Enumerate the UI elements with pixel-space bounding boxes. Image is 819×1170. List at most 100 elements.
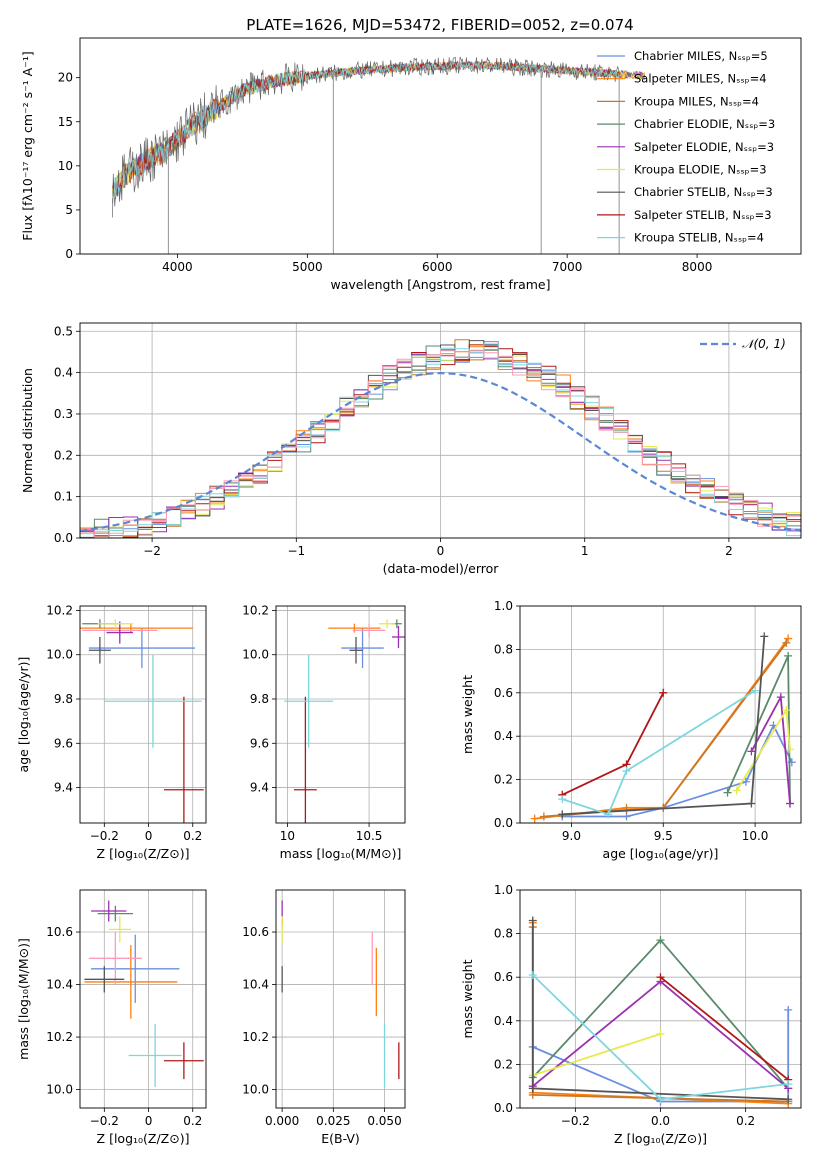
weight-point-marker	[622, 766, 631, 775]
weight-point-marker	[656, 973, 665, 982]
x-tick-label: 2	[725, 544, 733, 558]
normal-reference-curve	[80, 371, 801, 532]
x-tick-label: 0.2	[183, 1114, 202, 1128]
y-axis-label: Flux [fλ10⁻¹⁷ erg cm⁻² s⁻¹ A⁻¹]	[20, 51, 35, 240]
axes-frame	[519, 889, 802, 1109]
x-tick-label: 10.0	[742, 829, 769, 843]
x-tick-label: 8000	[682, 260, 713, 274]
y-axis-label: mass weight	[460, 959, 475, 1038]
y-tick-label: 0.2	[494, 773, 513, 787]
weight-series-line	[532, 1033, 661, 1077]
weight-series-line	[534, 637, 789, 820]
y-tick-label: 9.6	[54, 736, 73, 750]
x-axis-label: E(B-V)	[321, 1131, 360, 1146]
weight-point-marker	[530, 814, 539, 823]
weight-point-marker	[751, 686, 760, 695]
x-tick-label: 6000	[422, 260, 453, 274]
weight-vs-age-panel: 9.0 9.5 10.0 0.0 0.2 0.4 0.6 0.8 1.0 age [log₁₀(a…	[460, 599, 802, 861]
y-tick-label: 0.4	[494, 1014, 513, 1028]
x-axis-label: Z [log₁₀(Z/Z⊙)]	[614, 1131, 707, 1146]
weight-series-line	[735, 707, 791, 791]
y-tick-label: 9.4	[54, 781, 73, 795]
weight-point-marker	[659, 688, 668, 697]
y-tick-label: 0.0	[494, 1101, 513, 1115]
x-tick-label: −0.2	[90, 829, 119, 843]
mass-vs-extinction-panel: 0.000 0.025 0.050 10.0 10.2 10.4 10.6 E(B-V)	[242, 889, 406, 1146]
y-tick-label: 9.8	[54, 692, 73, 706]
weight-point-marker	[747, 799, 756, 808]
y-tick-label: 10.0	[46, 1083, 73, 1097]
y-tick-label: 10.4	[46, 978, 73, 992]
x-tick-label: 4000	[162, 260, 193, 274]
y-tick-label: 10	[58, 159, 73, 173]
weight-point-marker	[656, 1095, 665, 1104]
x-tick-label: 10	[280, 829, 295, 843]
y-axis-label: mass weight	[460, 675, 475, 754]
axes-frame	[79, 322, 802, 539]
weight-point-marker	[784, 1005, 793, 1014]
weight-series-line	[659, 976, 789, 1081]
x-axis-label: mass [log₁₀(M/M⊙)]	[280, 846, 402, 861]
y-tick-label: 10.0	[242, 648, 269, 662]
y-axis-label: mass [log₁₀(M/M⊙)]	[16, 938, 31, 1060]
spectrum-panel: 4000 5000 6000 7000 8000 0 5 10 15 20 wavelength […	[20, 37, 802, 292]
age-vs-metallicity-panel: −0.2 0 0.2 9.4 9.6 9.8 10.0 10.2 Z [log₁₀(Z/Z⊙)]…	[16, 603, 207, 861]
y-tick-label: 0.0	[494, 816, 513, 830]
x-tick-label: 1	[581, 544, 589, 558]
y-axis-label: age [log₁₀(age/yr)]	[16, 657, 31, 773]
spectrum-series-line	[112, 56, 620, 218]
x-tick-label: 0	[145, 1114, 153, 1128]
y-tick-label: 10.4	[242, 978, 269, 992]
weight-point-marker	[528, 916, 537, 925]
legend-entry: Salpeter MILES, Nₛₛₚ=4	[634, 72, 767, 86]
weight-vs-metallicity-panel: −0.2 0.0 0.2 0.0 0.2 0.4 0.6 0.8 1.0 Z [log₁₀(Z/Z…	[460, 883, 802, 1146]
x-tick-label: 0.2	[736, 1114, 755, 1128]
histogram-series	[80, 343, 801, 537]
x-axis-label: Z [log₁₀(Z/Z⊙)]	[97, 1131, 190, 1146]
weight-point-marker	[558, 795, 567, 804]
histogram-series	[80, 349, 801, 538]
x-tick-label: 0.025	[316, 1114, 350, 1128]
weight-point-marker	[760, 632, 769, 641]
legend-entry: Kroupa ELODIE, Nₛₛₚ=3	[634, 163, 767, 177]
age-vs-mass-panel: 10 10.5 9.4 9.6 9.8 10.0 10.2 mass [log₁₀(M/M⊙)…	[242, 603, 406, 861]
x-tick-label: 9.0	[562, 829, 581, 843]
weight-point-marker	[604, 810, 613, 819]
y-tick-label: 10.6	[46, 925, 73, 939]
y-tick-label: 9.4	[250, 781, 269, 795]
axes-frame	[275, 605, 406, 824]
y-tick-label: 0.4	[494, 729, 513, 743]
y-tick-label: 0.6	[494, 970, 513, 984]
weight-point-marker	[723, 788, 732, 797]
y-tick-label: 10.2	[242, 603, 269, 617]
x-tick-label: −0.2	[561, 1114, 590, 1128]
y-tick-label: 0	[65, 247, 73, 261]
legend-entry: Chabrier STELIB, Nₛₛₚ=3	[634, 185, 773, 199]
y-tick-label: 0.3	[54, 407, 73, 421]
x-tick-label: −1	[287, 544, 305, 558]
weight-point-marker	[784, 634, 793, 643]
x-axis-label: (data-model)/error	[383, 561, 500, 576]
y-tick-label: 10.2	[46, 603, 73, 617]
axes-frame	[519, 605, 802, 824]
weight-point-marker	[732, 786, 741, 795]
legend-entry: Kroupa STELIB, Nₛₛₚ=4	[634, 231, 764, 245]
weight-point-marker	[782, 706, 791, 715]
y-tick-label: 10.6	[242, 925, 269, 939]
y-tick-label: 0.6	[494, 686, 513, 700]
y-tick-label: 10.0	[46, 648, 73, 662]
y-tick-label: 10.2	[46, 1030, 73, 1044]
y-tick-label: 0.4	[54, 366, 73, 380]
weight-point-marker	[784, 1080, 793, 1089]
legend-entry: Salpeter ELODIE, Nₛₛₚ=3	[634, 140, 774, 154]
weight-point-marker	[784, 651, 793, 660]
axes-frame	[275, 889, 406, 1109]
x-axis-label: Z [log₁₀(Z/Z⊙)]	[97, 846, 190, 861]
weight-point-marker	[785, 745, 794, 754]
y-axis-label: Normed distribution	[20, 368, 35, 493]
x-axis-label: wavelength [Angstrom, rest frame]	[330, 277, 550, 292]
y-tick-label: 0.1	[54, 490, 73, 504]
y-tick-label: 15	[58, 115, 73, 129]
weight-point-marker	[776, 693, 785, 702]
